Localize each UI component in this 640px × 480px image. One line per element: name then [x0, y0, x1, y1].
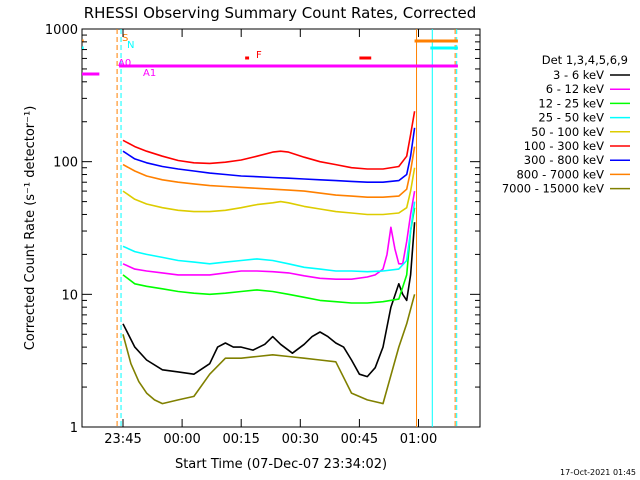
vertical-markers	[116, 29, 458, 427]
legend-label-3: 25 - 50 keV	[538, 111, 604, 125]
state-bar-label-F: F	[256, 50, 262, 61]
series-line-5	[122, 111, 416, 170]
series-line-6	[122, 127, 416, 183]
series-line-4	[122, 167, 416, 216]
legend-title: Det 1,3,4,5,6,9	[542, 53, 628, 67]
y-tick-label-1: 10	[61, 288, 78, 303]
y-axis-ticks: 1 10 100 1000	[45, 23, 480, 436]
state-bar-label-A0: A0	[118, 58, 131, 69]
series-line-3	[122, 201, 416, 273]
x-tick-label-2: 00:15	[222, 432, 259, 447]
state-bars: SN F A0 A1	[82, 33, 458, 79]
legend-label-2: 12 - 25 keV	[538, 96, 604, 110]
x-tick-label-3: 00:30	[282, 432, 319, 447]
x-tick-label-4: 00:45	[341, 432, 378, 447]
x-tick-label-0: 23:45	[104, 432, 141, 447]
series-line-7	[122, 146, 416, 198]
y-tick-label-3: 1000	[45, 23, 78, 38]
x-tick-label-5: 01:00	[400, 432, 437, 447]
series-line-2	[122, 207, 416, 304]
data-series	[122, 111, 416, 405]
legend-label-1: 6 - 12 keV	[546, 82, 604, 96]
legend-label-6: 300 - 800 keV	[524, 153, 604, 167]
footer-stamp: 17-Oct-2021 01:45	[560, 468, 636, 477]
legend-label-0: 3 - 6 keV	[553, 68, 604, 82]
y-tick-label-2: 100	[53, 156, 78, 171]
legend-label-8: 7000 - 15000 keV	[502, 182, 604, 196]
state-bar-label-S: S	[122, 33, 128, 44]
state-bar-label-A1: A1	[143, 68, 156, 79]
legend-label-5: 100 - 300 keV	[524, 139, 604, 153]
y-axis-label: Corrected Count Rate (s⁻¹ detector⁻¹)	[23, 106, 38, 351]
chart-title: RHESSI Observing Summary Count Rates, Co…	[84, 4, 477, 22]
series-line-8	[122, 294, 416, 405]
legend-label-4: 50 - 100 keV	[531, 125, 604, 139]
x-axis-ticks: 23:45 00:00 00:15 00:30 00:45 01:00	[104, 29, 437, 447]
series-line-1	[122, 190, 416, 281]
y-tick-label-0: 1	[70, 421, 78, 436]
state-bar-label-N: N	[127, 40, 134, 51]
legend-label-7: 800 - 7000 keV	[516, 167, 604, 181]
x-axis-label: Start Time (07-Dec-07 23:34:02)	[175, 457, 387, 472]
series-line-0	[122, 222, 416, 378]
plot-frame	[81, 28, 481, 428]
x-tick-label-1: 00:00	[163, 432, 200, 447]
